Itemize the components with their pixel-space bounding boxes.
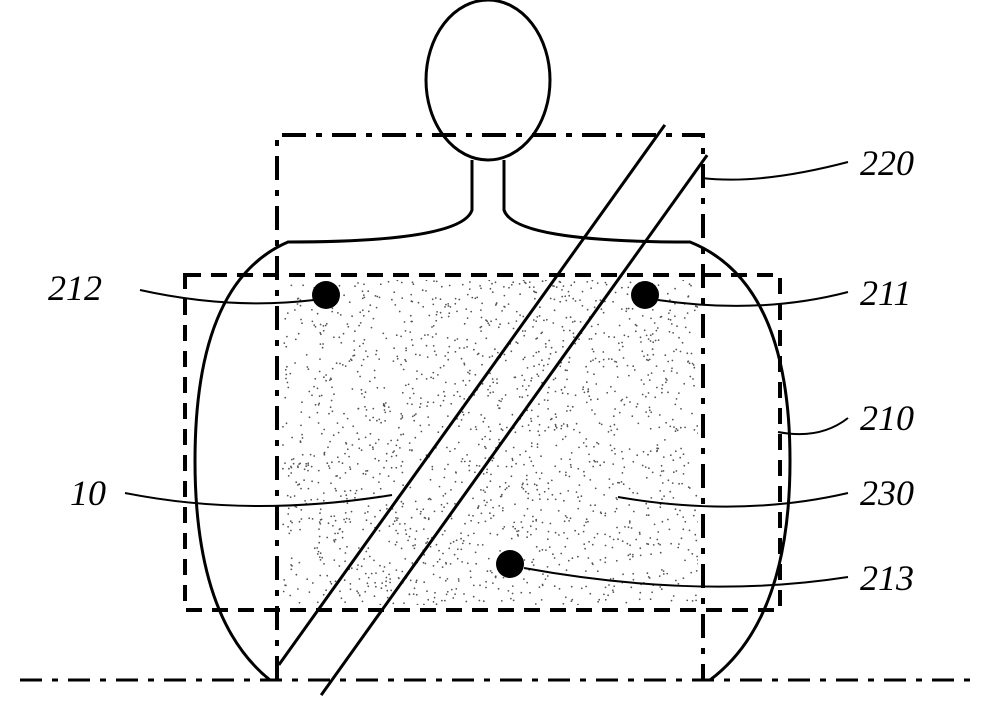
label-230: 230 bbox=[860, 473, 914, 513]
label-212: 212 bbox=[48, 268, 102, 308]
label-210: 210 bbox=[860, 398, 914, 438]
ref-point-212 bbox=[312, 281, 340, 309]
label-220: 220 bbox=[860, 143, 914, 183]
label-211: 211 bbox=[860, 273, 911, 313]
label-10: 10 bbox=[70, 473, 106, 513]
label-213: 213 bbox=[860, 558, 914, 598]
ref-point-213 bbox=[496, 550, 524, 578]
ref-point-211 bbox=[631, 281, 659, 309]
